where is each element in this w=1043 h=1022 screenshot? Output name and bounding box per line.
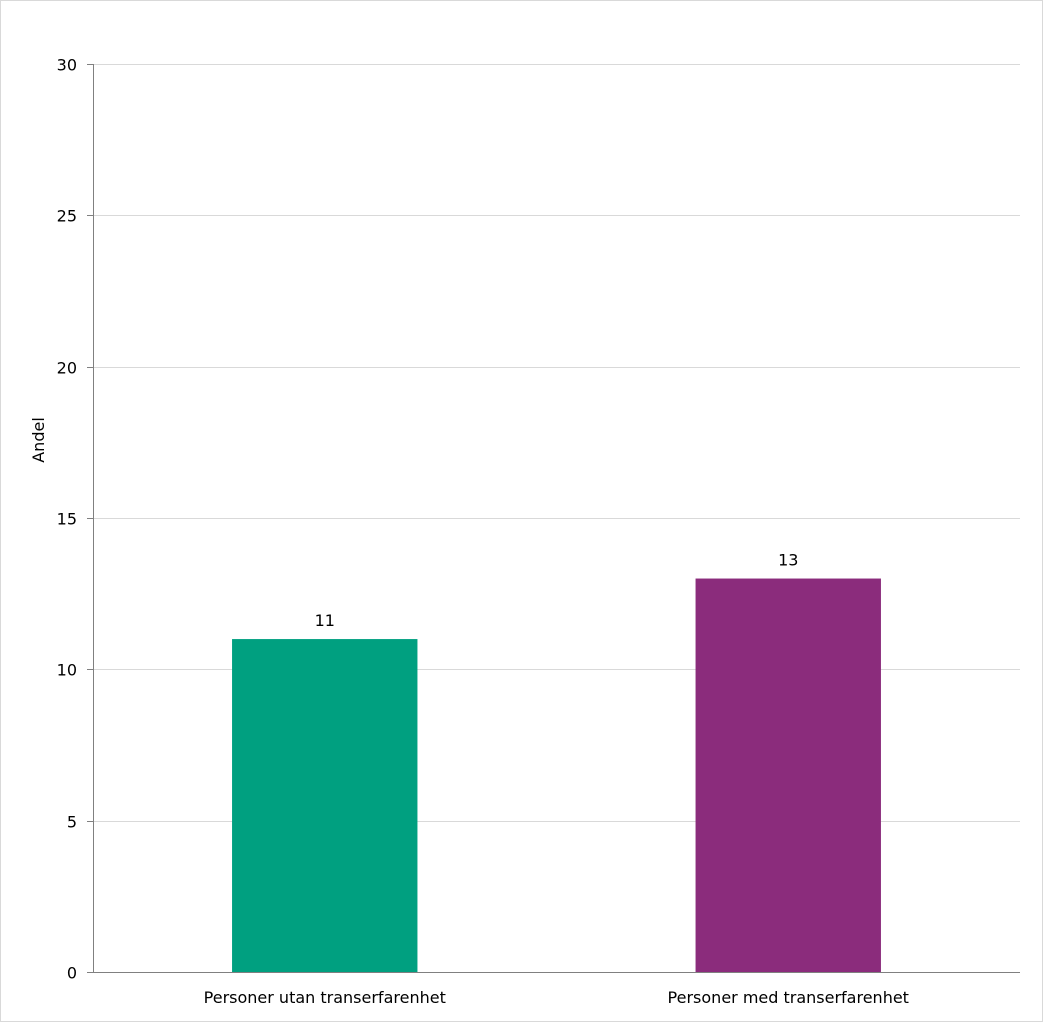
- bar: [232, 639, 418, 972]
- y-tick-label: 30: [57, 56, 77, 75]
- y-tick-label: 20: [57, 359, 77, 378]
- bars: [232, 578, 881, 972]
- axes: [87, 64, 1020, 973]
- data-label: 13: [778, 551, 798, 570]
- y-tick-label: 15: [57, 510, 77, 529]
- bar: [695, 578, 881, 972]
- y-tick-label: 0: [67, 964, 77, 983]
- y-tick-label: 10: [57, 661, 77, 680]
- x-category-label: Personer med transerfarenhet: [668, 988, 909, 1007]
- y-axis-title: Andel: [29, 417, 48, 463]
- y-tick-label: 25: [57, 207, 77, 226]
- y-tick-label: 5: [67, 813, 77, 832]
- data-label: 11: [315, 611, 335, 630]
- labels: 0 5 10 15 20 25 30 11 Personer utan transerfaren…: [57, 56, 909, 1008]
- x-category-label: Personer utan transerfarenhet: [204, 988, 446, 1007]
